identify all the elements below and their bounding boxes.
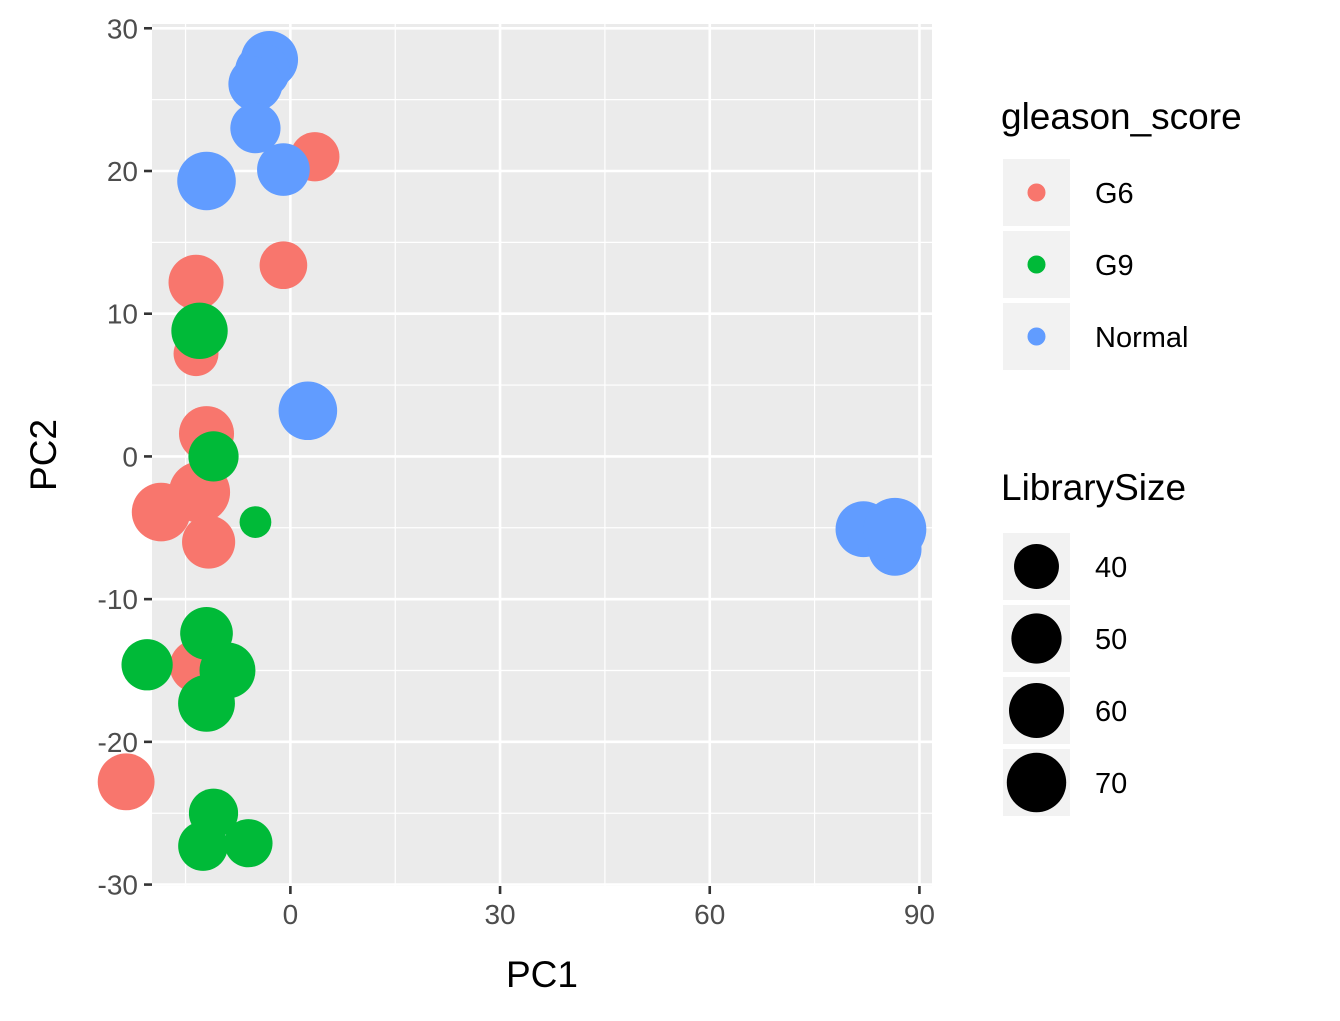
data-point [182,515,236,569]
data-point [224,819,273,868]
data-point [131,482,191,542]
legend-color-swatch [1027,255,1046,274]
data-point [177,151,236,211]
color-legend: gleason_score G6 G9 Normal [1001,96,1242,370]
legend-label: 50 [1095,624,1127,656]
data-point [228,56,283,111]
data-point [188,431,239,482]
data-point [863,497,927,561]
legend-size-swatch [1006,752,1067,813]
data-point [168,254,224,310]
series-g9 [121,302,273,871]
y-tick-label: 0 [122,441,138,472]
data-point [259,241,308,290]
y-tick-label: -30 [98,870,138,901]
x-tick-label: 60 [694,899,725,930]
axes: 0 30 60 90 -30 -20 -10 0 10 20 30 [98,13,935,930]
legend-color-swatch [1027,327,1046,346]
y-tick-label: 20 [107,156,138,187]
y-tick-label: -10 [98,584,138,615]
legend-label: G6 [1095,178,1134,210]
series-normal [177,31,927,576]
data-point [97,753,155,811]
y-tick-label: 10 [107,299,138,330]
data-point [178,674,235,732]
legend-label: Normal [1095,322,1188,354]
legend-label: 40 [1095,552,1127,584]
data-point [239,506,272,538]
size-legend-title: LibrarySize [1001,467,1186,508]
data-point [178,821,228,871]
x-axis-title: PC1 [506,954,578,995]
legend-color-swatch [1027,183,1046,202]
y-axis-title: PC2 [23,419,64,491]
legend-size-swatch [1014,544,1059,589]
x-tick-label: 30 [484,899,515,930]
data-point [121,639,173,691]
x-tick-label: 90 [904,899,935,930]
legend-label: G9 [1095,250,1134,282]
color-legend-title: gleason_score [1001,96,1242,137]
legend-label: 60 [1095,696,1127,728]
legend-label: 70 [1095,768,1127,800]
data-point [230,103,281,154]
major-gridlines [152,24,932,886]
data-point [257,143,310,196]
size-legend: LibrarySize 40 50 60 70 [1001,467,1186,816]
y-tick-label: -20 [98,727,138,758]
y-tick-label: 30 [107,13,138,44]
x-tick-label: 0 [283,899,299,930]
legend-size-swatch [1011,613,1062,664]
legend-size-swatch [1008,682,1065,739]
data-point [171,302,228,360]
data-points [97,31,927,871]
data-point [278,381,338,441]
